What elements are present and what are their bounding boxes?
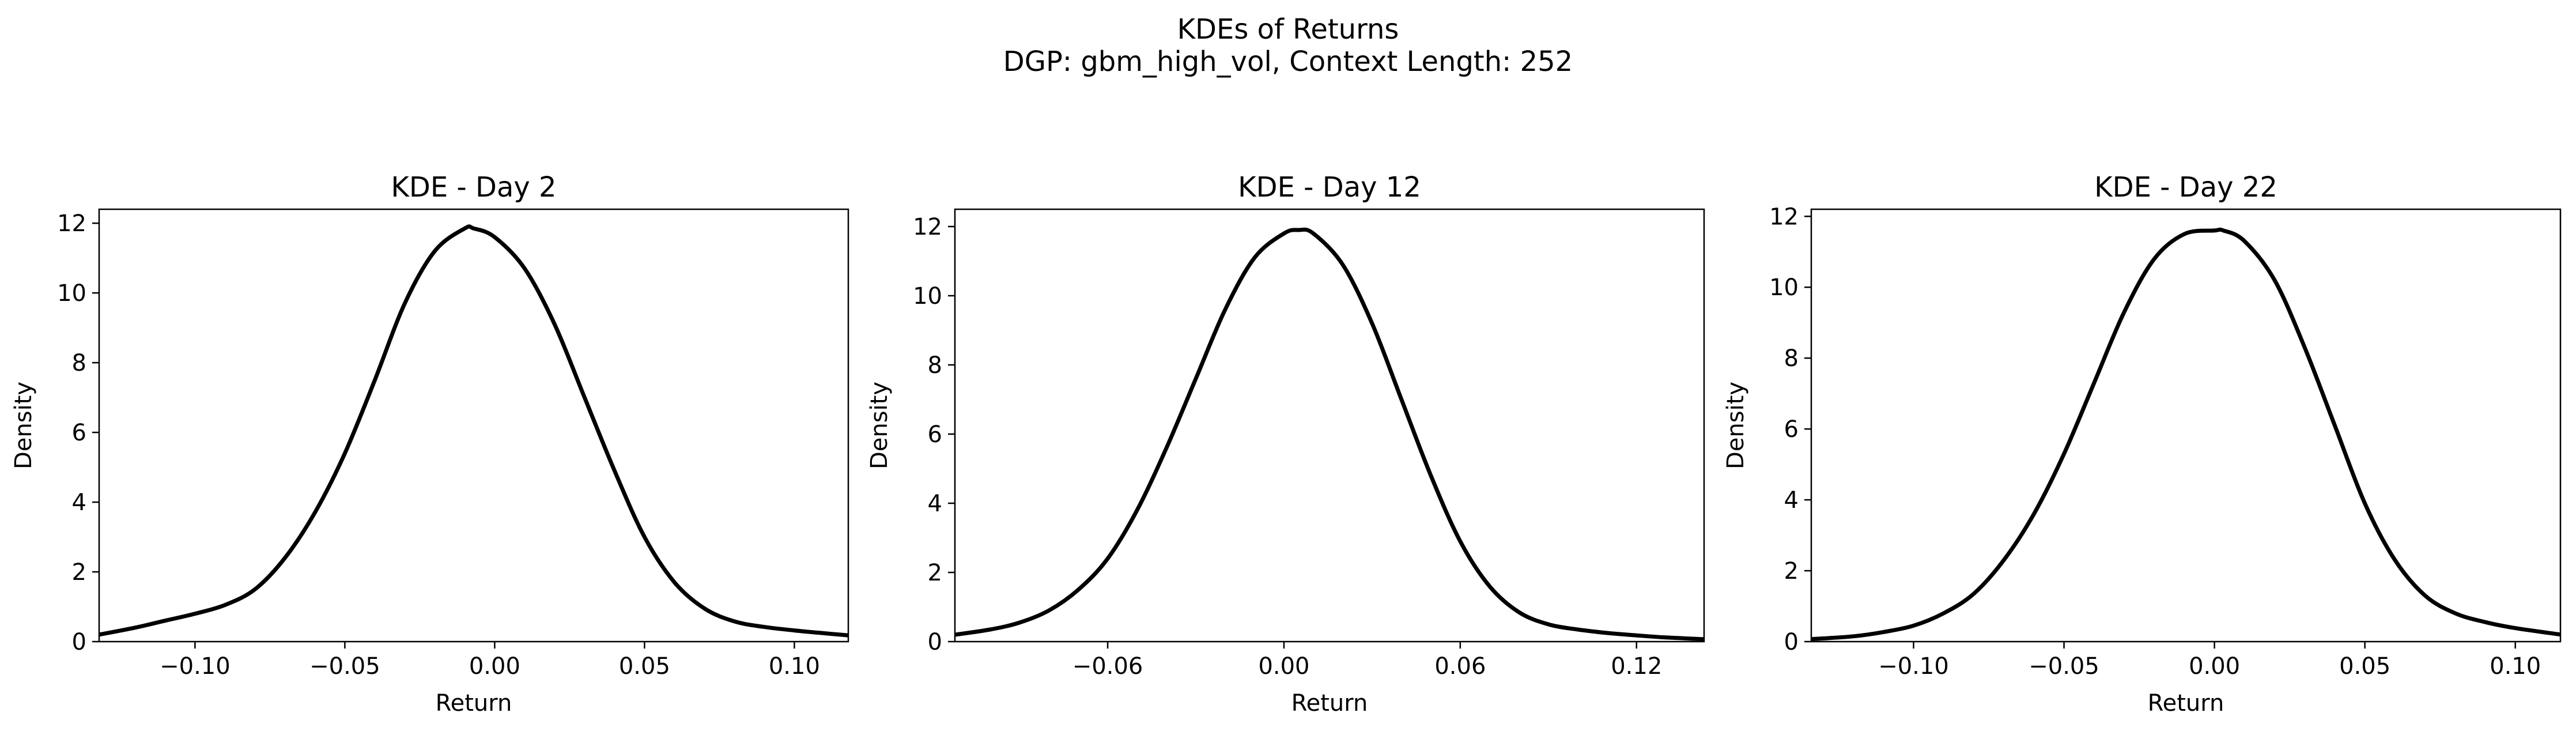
y-tick-label: 12 (1769, 203, 1799, 230)
y-tick-label: 6 (72, 420, 86, 446)
y-tick-label: 10 (913, 283, 942, 310)
y-tick-label: 12 (913, 214, 942, 240)
y-tick-label: 2 (72, 559, 86, 586)
kde-line (955, 227, 1704, 642)
y-tick-label: 2 (1784, 558, 1799, 585)
x-tick-label: −0.06 (1072, 653, 1143, 680)
x-tick-label: 0.00 (2189, 653, 2240, 680)
y-tick-label: 10 (1769, 274, 1799, 301)
y-axis-label: Density (10, 382, 37, 469)
kde-line (99, 224, 848, 638)
x-tick-label: −0.05 (309, 653, 380, 680)
axes-frame (98, 208, 849, 643)
x-tick-label: 0.12 (1611, 653, 1662, 680)
kde-line (1811, 227, 2560, 642)
figure-subtitle: DGP: gbm_high_vol, Context Length: 252 (1003, 46, 1573, 78)
x-axis-label: Return (436, 690, 512, 717)
x-tick-label: 0.10 (2490, 653, 2541, 680)
x-tick-label: 0.10 (769, 653, 820, 680)
y-tick-label: 4 (72, 489, 86, 516)
chart-panel-2: KDE - Day 12 −0.06 0.00 0.06 0.12 0 2 4 6 8 10 12 Re… (866, 171, 1705, 717)
y-tick-label: 2 (928, 560, 942, 586)
chart-title: KDE - Day 12 (1238, 171, 1421, 203)
y-axis-label: Density (866, 382, 893, 469)
x-axis-label: Return (1291, 690, 1368, 717)
y-tick-label: 6 (1784, 416, 1799, 443)
chart-panel-3: KDE - Day 22 −0.10 −0.05 0.00 0.05 0.10 0 2 4 6 8 1… (1723, 171, 2562, 717)
chart-title: KDE - Day 22 (2094, 171, 2277, 203)
y-tick-label: 8 (72, 350, 86, 376)
y-tick-label: 0 (1784, 629, 1799, 655)
y-tick-label: 8 (928, 352, 942, 379)
y-tick-label: 4 (1784, 487, 1799, 514)
y-tick-label: 8 (1784, 345, 1799, 372)
x-tick-label: −0.10 (1878, 653, 1949, 680)
y-tick-label: 10 (57, 280, 86, 307)
chart-panel-1: KDE - Day 2 −0.10 −0.05 0.00 0.05 0.10 0 2 4 6 8 10… (10, 171, 849, 717)
y-tick-label: 4 (928, 491, 942, 517)
y-tick-label: 12 (57, 210, 86, 237)
x-tick-label: 0.05 (2339, 653, 2390, 680)
y-tick-label: 0 (928, 629, 942, 655)
x-tick-label: 0.06 (1434, 653, 1486, 680)
y-tick-label: 0 (72, 629, 86, 655)
x-tick-label: −0.05 (2029, 653, 2099, 680)
y-axis-label: Density (1723, 382, 1749, 469)
x-tick-label: 0.00 (1258, 653, 1309, 680)
y-tick-label: 6 (928, 421, 942, 448)
axes-frame (954, 208, 1705, 643)
x-tick-label: 0.00 (469, 653, 520, 680)
x-tick-label: −0.10 (160, 653, 231, 680)
x-tick-label: 0.05 (619, 653, 670, 680)
x-axis-label: Return (2148, 690, 2224, 717)
chart-title: KDE - Day 2 (391, 171, 556, 203)
figure-title: KDEs of Returns (1177, 13, 1399, 46)
axes-frame (1810, 208, 2562, 643)
